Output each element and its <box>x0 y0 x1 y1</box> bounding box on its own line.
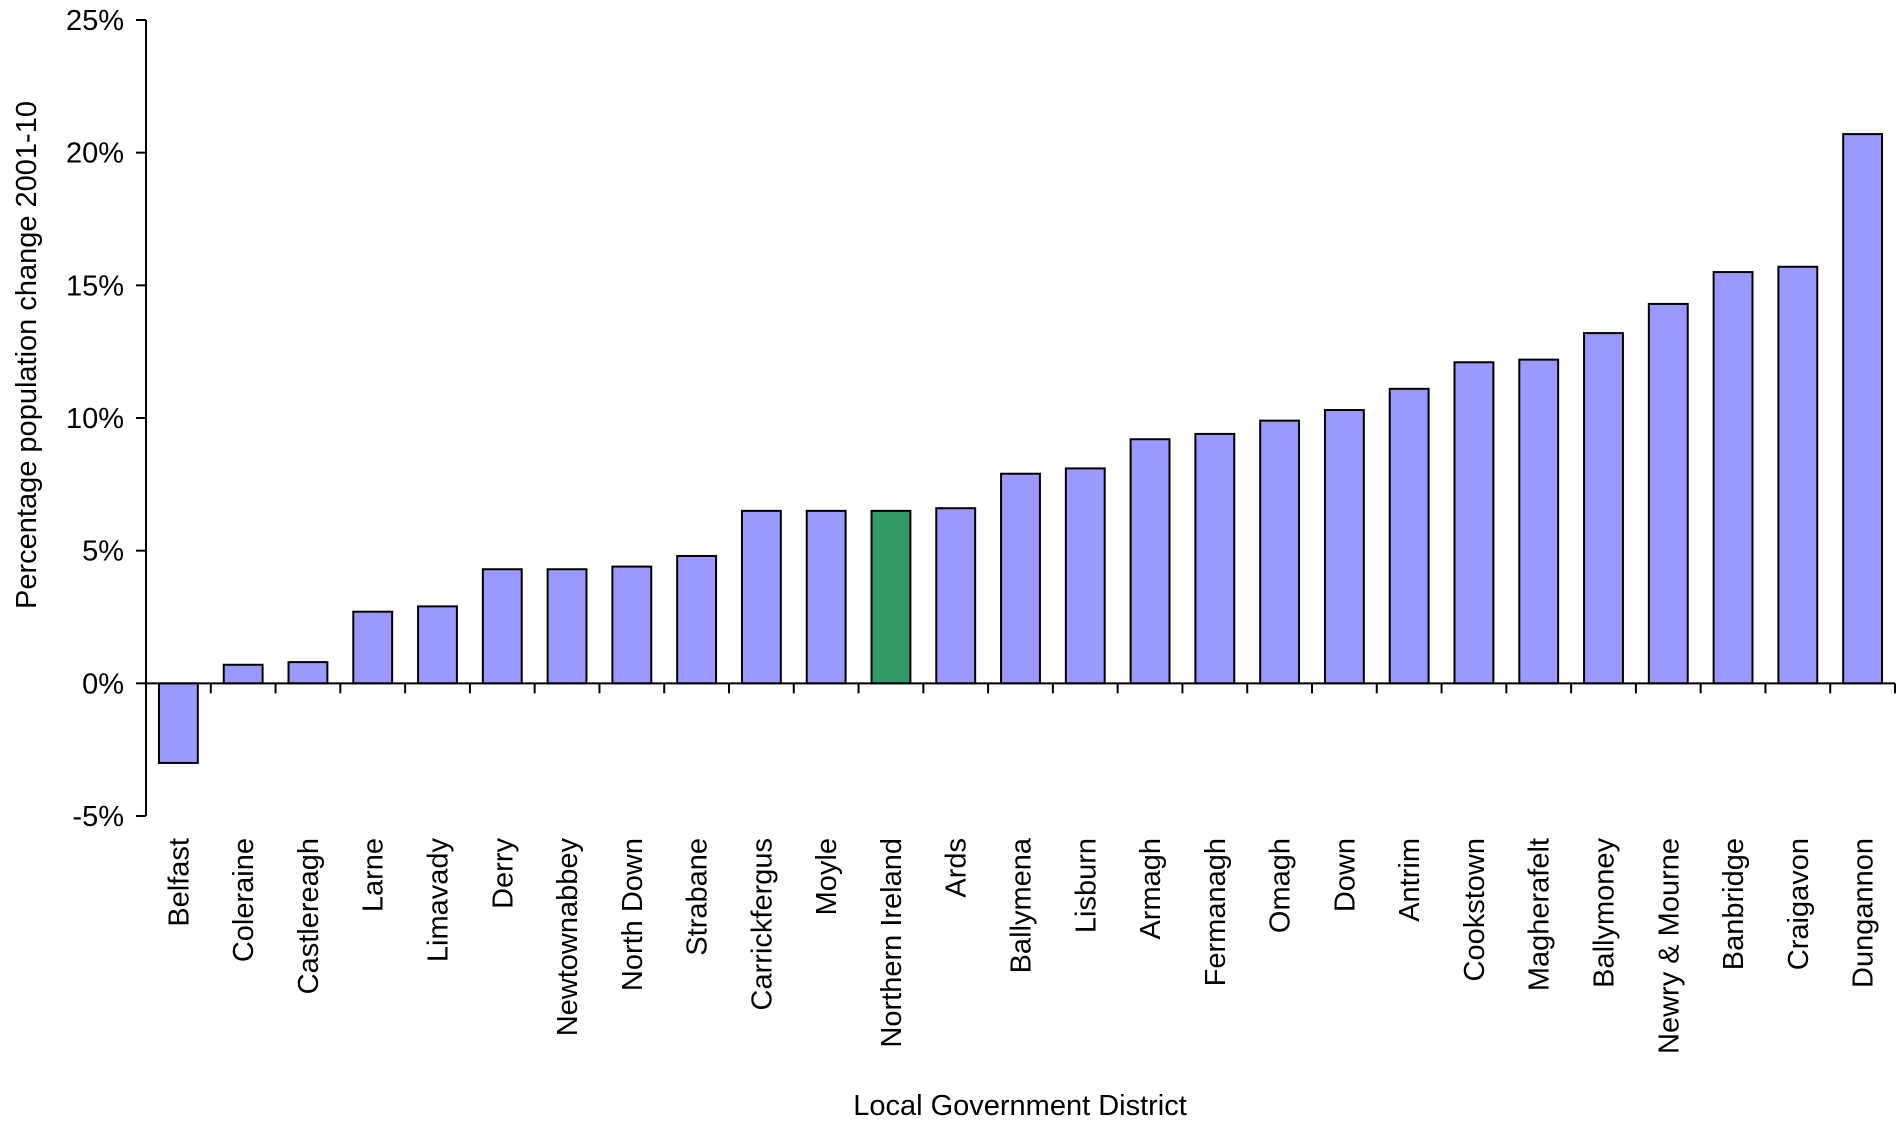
bar <box>287 661 329 685</box>
bar <box>417 605 458 685</box>
x-tick-label: Northern Ireland <box>876 838 908 1048</box>
x-tick-label: Carrickfergus <box>746 838 778 1010</box>
bar <box>1129 438 1171 685</box>
bar <box>546 568 588 685</box>
x-tick-label: Craigavon <box>1783 838 1815 970</box>
x-tick-label: Limavady <box>423 838 455 963</box>
bar <box>1647 302 1689 685</box>
bar <box>1194 432 1236 685</box>
x-tick-label: Down <box>1329 838 1361 912</box>
x-tick-label: Ards <box>941 838 973 898</box>
x-tick-label: Fermanagh <box>1200 838 1232 986</box>
bar <box>1518 358 1560 685</box>
bar <box>1583 332 1624 685</box>
bar <box>1777 265 1819 685</box>
x-tick-label: Larne <box>358 838 390 912</box>
bar <box>1712 271 1754 685</box>
bar <box>157 682 199 764</box>
bar <box>870 509 912 685</box>
bar <box>1323 409 1365 685</box>
y-tick-label: 0% <box>82 668 124 700</box>
bar <box>935 507 977 685</box>
x-tick-label: Newry & Mourne <box>1653 838 1685 1054</box>
y-tick-label: 10% <box>66 403 124 435</box>
x-tick-label: Moyle <box>811 838 843 915</box>
bar <box>352 610 394 685</box>
bar <box>222 663 264 685</box>
bars <box>157 133 1884 764</box>
x-tick-label: Armagh <box>1135 838 1167 940</box>
bar <box>1259 419 1301 685</box>
bar <box>740 509 782 685</box>
x-tick-label: Cookstown <box>1459 838 1491 981</box>
x-tick-label: Coleraine <box>228 838 260 962</box>
y-tick-label: 25% <box>66 5 124 37</box>
x-tick-label: Banbridge <box>1718 838 1750 970</box>
x-tick-label: Magherafelt <box>1524 838 1556 991</box>
x-tick-label: Dungannon <box>1848 838 1880 988</box>
x-tick-label: Strabane <box>682 838 714 956</box>
bar <box>1000 472 1041 685</box>
bar <box>1064 467 1106 685</box>
bar <box>676 554 718 685</box>
bar <box>1842 133 1884 685</box>
bar <box>611 565 653 685</box>
y-tick-label: -5% <box>72 801 124 833</box>
x-tick-label: Ballymena <box>1006 837 1038 973</box>
y-tick-label: 5% <box>82 536 124 568</box>
bar <box>1388 387 1430 685</box>
x-axis-title: Local Government District <box>853 1090 1187 1122</box>
x-tick-label: Belfast <box>163 838 195 927</box>
y-axis-ticks: -5% 0% 5% 10% 15% 20% 25% <box>66 5 146 833</box>
x-axis-tick-labels: Belfast Coleraine Castlereagh Larne Limavady… <box>163 837 1879 1054</box>
y-tick-label: 20% <box>66 138 124 170</box>
bar <box>1453 361 1495 685</box>
bar <box>805 509 847 685</box>
x-tick-label: Ballymoney <box>1589 838 1621 988</box>
axes <box>145 20 1896 816</box>
x-tick-label: North Down <box>617 838 649 991</box>
x-tick-label: Castlereagh <box>293 838 325 994</box>
x-tick-label: Lisburn <box>1070 838 1102 933</box>
x-tick-label: Derry <box>487 838 519 909</box>
y-tick-label: 15% <box>66 270 124 302</box>
y-axis-title: Percentage population change 2001-10 <box>11 101 43 609</box>
bar <box>481 568 523 685</box>
x-tick-label: Omagh <box>1265 838 1297 933</box>
x-tick-label: Antrim <box>1394 838 1426 922</box>
x-tick-label: Newtownabbey <box>552 838 584 1037</box>
